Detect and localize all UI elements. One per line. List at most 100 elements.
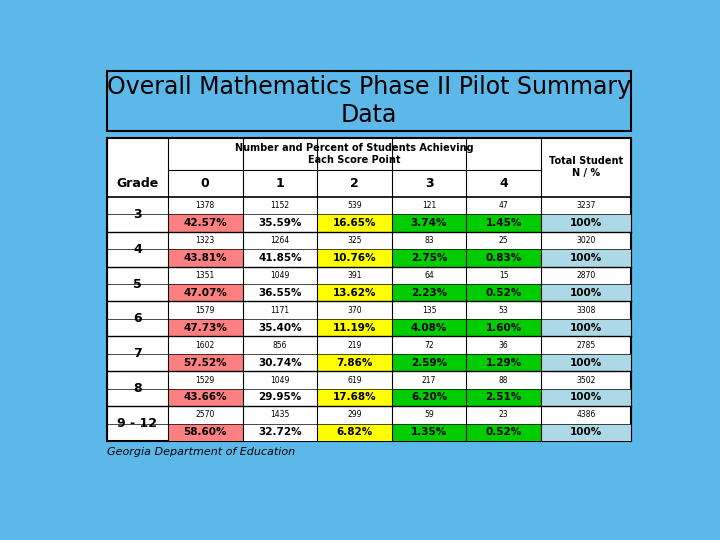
- Text: 47.73%: 47.73%: [184, 323, 228, 333]
- FancyBboxPatch shape: [541, 214, 631, 232]
- Text: 1602: 1602: [196, 341, 215, 349]
- Text: 100%: 100%: [570, 393, 602, 402]
- Text: 36: 36: [499, 341, 508, 349]
- Text: 2.75%: 2.75%: [411, 253, 447, 263]
- Text: 13.62%: 13.62%: [333, 288, 376, 298]
- FancyBboxPatch shape: [317, 389, 392, 406]
- Text: 1: 1: [276, 177, 284, 190]
- Text: Overall Mathematics Phase II Pilot Summary
Data: Overall Mathematics Phase II Pilot Summa…: [107, 75, 631, 127]
- Text: 299: 299: [347, 410, 361, 420]
- Text: Number and Percent of Students Achieving
Each Score Point: Number and Percent of Students Achieving…: [235, 143, 474, 165]
- Text: 25: 25: [499, 236, 508, 245]
- Text: 0.52%: 0.52%: [485, 427, 522, 437]
- FancyBboxPatch shape: [467, 389, 541, 406]
- Text: 135: 135: [422, 306, 436, 315]
- Text: 3237: 3237: [577, 201, 595, 210]
- FancyBboxPatch shape: [243, 284, 317, 301]
- FancyBboxPatch shape: [168, 424, 243, 441]
- Text: 47.07%: 47.07%: [184, 288, 228, 298]
- Text: 2870: 2870: [577, 271, 595, 280]
- FancyBboxPatch shape: [317, 249, 392, 267]
- Text: 8: 8: [133, 382, 142, 395]
- Text: 36.55%: 36.55%: [258, 288, 302, 298]
- FancyBboxPatch shape: [168, 214, 243, 232]
- Text: 3502: 3502: [577, 375, 595, 384]
- FancyBboxPatch shape: [467, 319, 541, 336]
- Text: 1049: 1049: [270, 375, 289, 384]
- Text: 41.85%: 41.85%: [258, 253, 302, 263]
- Text: 100%: 100%: [570, 427, 602, 437]
- Text: Georgia Department of Education: Georgia Department of Education: [107, 447, 295, 457]
- FancyBboxPatch shape: [541, 284, 631, 301]
- Text: 0.83%: 0.83%: [485, 253, 522, 263]
- Text: 2785: 2785: [577, 341, 595, 349]
- Text: 10.76%: 10.76%: [333, 253, 377, 263]
- FancyBboxPatch shape: [317, 424, 392, 441]
- Text: 1264: 1264: [270, 236, 289, 245]
- Text: 370: 370: [347, 306, 361, 315]
- Text: 6.82%: 6.82%: [336, 427, 372, 437]
- Text: 72: 72: [424, 341, 434, 349]
- Text: 100%: 100%: [570, 357, 602, 368]
- Text: 217: 217: [422, 375, 436, 384]
- Text: 1.45%: 1.45%: [485, 218, 522, 228]
- Text: 856: 856: [273, 341, 287, 349]
- Text: 1171: 1171: [270, 306, 289, 315]
- FancyBboxPatch shape: [168, 389, 243, 406]
- Text: 4386: 4386: [577, 410, 595, 420]
- Text: 53: 53: [499, 306, 508, 315]
- FancyBboxPatch shape: [392, 319, 467, 336]
- Text: 11.19%: 11.19%: [333, 323, 376, 333]
- Text: 42.57%: 42.57%: [184, 218, 227, 228]
- Text: 4: 4: [133, 242, 142, 255]
- Text: 57.52%: 57.52%: [184, 357, 227, 368]
- Text: 43.66%: 43.66%: [184, 393, 227, 402]
- Text: 5: 5: [133, 278, 142, 291]
- FancyBboxPatch shape: [243, 424, 317, 441]
- Text: 100%: 100%: [570, 253, 602, 263]
- Text: 6.20%: 6.20%: [411, 393, 447, 402]
- Text: 7.86%: 7.86%: [336, 357, 373, 368]
- FancyBboxPatch shape: [168, 319, 243, 336]
- FancyBboxPatch shape: [541, 354, 631, 372]
- FancyBboxPatch shape: [107, 71, 631, 131]
- Text: 35.59%: 35.59%: [258, 218, 302, 228]
- Text: 1351: 1351: [196, 271, 215, 280]
- FancyBboxPatch shape: [317, 319, 392, 336]
- FancyBboxPatch shape: [317, 354, 392, 372]
- Text: 1529: 1529: [196, 375, 215, 384]
- FancyBboxPatch shape: [243, 389, 317, 406]
- FancyBboxPatch shape: [392, 284, 467, 301]
- Text: 2.23%: 2.23%: [411, 288, 447, 298]
- FancyBboxPatch shape: [392, 214, 467, 232]
- Text: 1378: 1378: [196, 201, 215, 210]
- FancyBboxPatch shape: [467, 354, 541, 372]
- Text: 15: 15: [499, 271, 508, 280]
- FancyBboxPatch shape: [243, 249, 317, 267]
- Text: 1.35%: 1.35%: [411, 427, 447, 437]
- FancyBboxPatch shape: [467, 424, 541, 441]
- Text: Grade: Grade: [116, 177, 158, 190]
- Text: 58.60%: 58.60%: [184, 427, 227, 437]
- Text: 4: 4: [499, 177, 508, 190]
- Text: 2570: 2570: [196, 410, 215, 420]
- FancyBboxPatch shape: [168, 249, 243, 267]
- Text: 17.68%: 17.68%: [333, 393, 377, 402]
- Text: 1435: 1435: [270, 410, 289, 420]
- Text: 1.60%: 1.60%: [485, 323, 522, 333]
- FancyBboxPatch shape: [467, 284, 541, 301]
- FancyBboxPatch shape: [168, 354, 243, 372]
- Text: 100%: 100%: [570, 218, 602, 228]
- FancyBboxPatch shape: [317, 284, 392, 301]
- Text: 1049: 1049: [270, 271, 289, 280]
- FancyBboxPatch shape: [541, 389, 631, 406]
- Text: 539: 539: [347, 201, 361, 210]
- Text: Total Student
N / %: Total Student N / %: [549, 157, 623, 178]
- Text: 100%: 100%: [570, 323, 602, 333]
- FancyBboxPatch shape: [392, 389, 467, 406]
- Text: 29.95%: 29.95%: [258, 393, 302, 402]
- Text: 9 - 12: 9 - 12: [117, 417, 158, 430]
- FancyBboxPatch shape: [392, 249, 467, 267]
- Text: 2.59%: 2.59%: [411, 357, 447, 368]
- Text: 325: 325: [347, 236, 361, 245]
